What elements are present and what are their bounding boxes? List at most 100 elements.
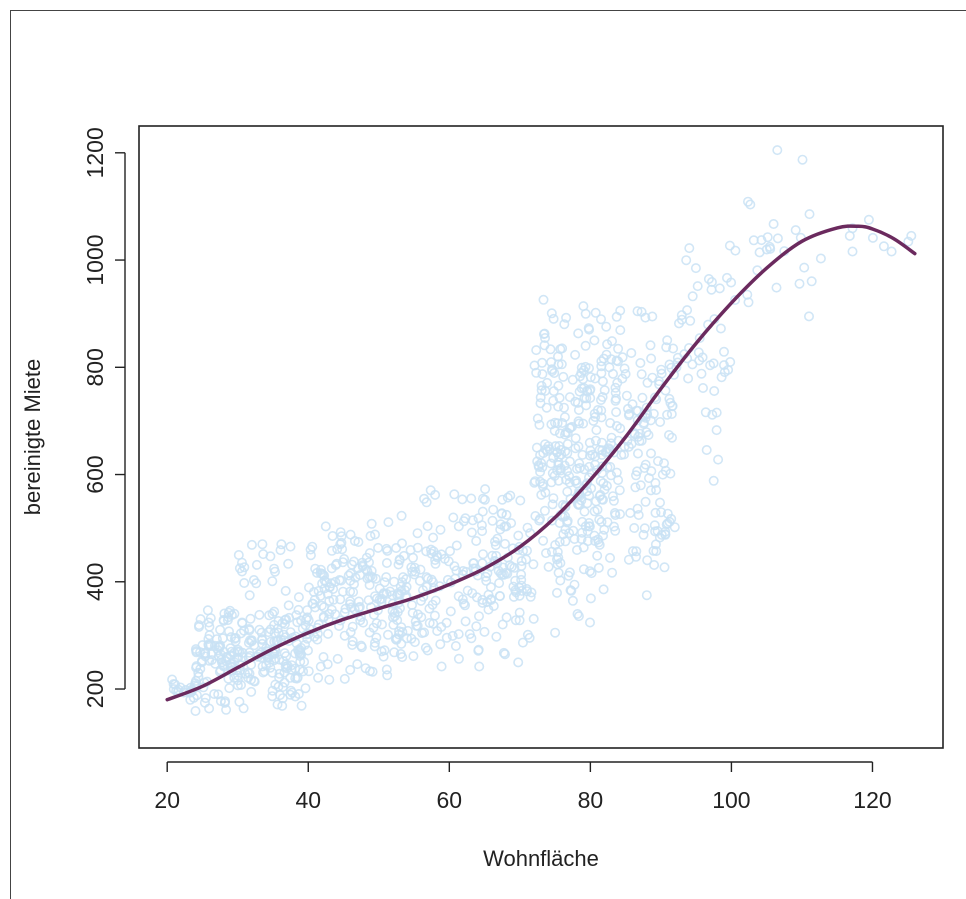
scatter-point bbox=[436, 661, 447, 672]
scatter-point bbox=[697, 382, 708, 393]
scatter-point bbox=[264, 657, 275, 668]
scatter-point bbox=[430, 558, 441, 569]
scatter-point bbox=[630, 470, 641, 481]
scatter-point bbox=[649, 392, 660, 403]
scatter-point bbox=[376, 646, 387, 657]
scatter-point bbox=[352, 659, 363, 670]
scatter-point bbox=[485, 595, 496, 606]
scatter-point bbox=[655, 416, 666, 427]
scatter-point bbox=[555, 444, 566, 455]
scatter-point bbox=[620, 368, 631, 379]
scatter-point bbox=[190, 705, 201, 716]
scatter-point bbox=[502, 492, 513, 503]
scatter-point bbox=[573, 611, 584, 622]
scatter-point bbox=[501, 509, 512, 520]
scatter-point bbox=[321, 577, 332, 588]
scatter-point bbox=[630, 482, 641, 493]
scatter-point bbox=[293, 688, 304, 699]
scatter-point bbox=[586, 568, 597, 579]
scatter-point bbox=[564, 477, 575, 488]
scatter-point bbox=[365, 571, 376, 582]
scatter-point bbox=[453, 653, 464, 664]
scatter-point bbox=[661, 342, 672, 353]
scatter-point bbox=[194, 620, 205, 631]
scatter-point bbox=[481, 575, 492, 586]
scatter-point bbox=[539, 505, 550, 516]
scatter-point bbox=[611, 407, 622, 418]
scatter-point bbox=[555, 575, 566, 586]
scatter-point bbox=[515, 495, 526, 506]
scatter-point bbox=[571, 544, 582, 555]
scatter-point bbox=[339, 673, 350, 684]
scatter-point bbox=[590, 307, 601, 318]
scatter-point bbox=[585, 445, 596, 456]
scatter-point bbox=[391, 634, 402, 645]
scatter-point bbox=[264, 610, 275, 621]
scatter-point bbox=[273, 615, 284, 626]
scatter-point bbox=[300, 683, 311, 694]
scatter-point bbox=[638, 417, 649, 428]
scatter-point bbox=[407, 566, 418, 577]
scatter-point bbox=[666, 432, 677, 443]
scatter-point bbox=[522, 522, 533, 533]
scatter-point bbox=[579, 506, 590, 517]
scatter-point bbox=[168, 678, 179, 689]
smooth-trend-curve bbox=[165, 224, 917, 702]
scatter-point bbox=[703, 273, 714, 284]
scatter-point bbox=[867, 232, 878, 243]
scatter-point bbox=[508, 591, 519, 602]
scatter-point bbox=[716, 372, 727, 383]
scatter-point bbox=[585, 372, 596, 383]
scatter-point bbox=[590, 435, 601, 446]
scatter-point bbox=[606, 354, 617, 365]
scatter-point bbox=[319, 570, 330, 581]
scatter-point bbox=[598, 584, 609, 595]
scatter-point bbox=[536, 458, 547, 469]
scatter-point bbox=[589, 335, 600, 346]
scatter-point bbox=[382, 629, 393, 640]
scatter-point bbox=[577, 449, 588, 460]
scatter-point bbox=[221, 656, 232, 667]
scatter-point bbox=[238, 703, 249, 714]
scatter-point bbox=[611, 393, 622, 404]
scatter-point bbox=[642, 377, 653, 388]
scatter-point bbox=[510, 585, 521, 596]
scatter-point bbox=[632, 503, 643, 514]
scatter-point bbox=[631, 546, 642, 557]
scatter-point bbox=[398, 572, 409, 583]
scatter-point bbox=[580, 340, 591, 351]
scatter-point bbox=[621, 390, 632, 401]
scatter-point bbox=[360, 564, 371, 575]
scatter-point bbox=[267, 576, 278, 587]
scatter-point bbox=[668, 343, 679, 354]
scatter-point bbox=[410, 566, 421, 577]
scatter-point bbox=[249, 675, 260, 686]
scatter-point bbox=[608, 495, 619, 506]
scatter-point bbox=[381, 557, 392, 568]
scatter-point bbox=[718, 346, 729, 357]
scatter-point bbox=[539, 340, 550, 351]
scatter-point bbox=[645, 485, 656, 496]
scatter-point bbox=[663, 429, 674, 440]
scatter-point bbox=[473, 611, 484, 622]
scatter-point bbox=[682, 305, 693, 316]
scatter-point bbox=[641, 427, 652, 438]
x-tick-label: 40 bbox=[295, 787, 321, 813]
scatter-point bbox=[878, 241, 889, 252]
scatter-point bbox=[629, 522, 640, 533]
scatter-point bbox=[215, 665, 226, 676]
scatter-point bbox=[358, 617, 369, 628]
scatter-point bbox=[353, 596, 364, 607]
scatter-point bbox=[607, 567, 618, 578]
scatter-point bbox=[559, 511, 570, 522]
scatter-point bbox=[606, 336, 617, 347]
scatter-point bbox=[345, 627, 356, 638]
scatter-point bbox=[326, 563, 337, 574]
scatter-point bbox=[435, 639, 446, 650]
scatter-point bbox=[322, 588, 333, 599]
x-tick-label: 60 bbox=[437, 787, 463, 813]
scatter-point bbox=[273, 627, 284, 638]
scatter-point bbox=[257, 634, 268, 645]
scatter-point bbox=[283, 558, 294, 569]
scatter-point bbox=[257, 539, 268, 550]
